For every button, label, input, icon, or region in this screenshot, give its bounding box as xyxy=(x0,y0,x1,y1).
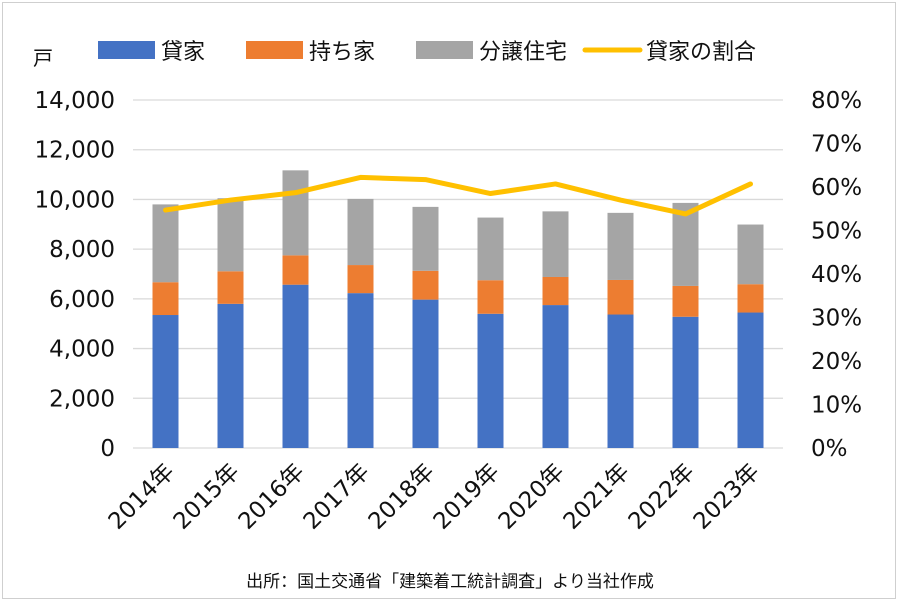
y-tick-label: 4,000 xyxy=(49,337,115,363)
bar-分譲住宅 xyxy=(542,211,569,277)
bar-持ち家 xyxy=(542,276,569,306)
x-tick-label: 2022年 xyxy=(624,459,700,535)
y-tick-label: 10,000 xyxy=(35,187,115,213)
y2-tick-label: 80% xyxy=(811,88,862,114)
bar-持ち家 xyxy=(282,255,309,285)
bar-貸家 xyxy=(217,303,244,448)
bar-貸家 xyxy=(347,293,374,448)
y2-tick-label: 10% xyxy=(811,393,862,419)
y2-tick-label: 40% xyxy=(811,262,862,288)
bar-貸家 xyxy=(282,284,309,448)
bar-分譲住宅 xyxy=(282,170,309,256)
x-tick-label: 2021年 xyxy=(559,459,635,535)
bar-貸家 xyxy=(477,313,504,448)
source-note: 出所：国土交通省「建築着工統計調査」より当社作成 xyxy=(246,572,654,592)
y2-tick-label: 0% xyxy=(811,436,848,462)
ratio-line-path xyxy=(163,174,753,217)
y-tick-label: 2,000 xyxy=(49,386,115,412)
legend-swatch xyxy=(416,41,473,59)
x-tick-label: 2020年 xyxy=(494,459,570,535)
x-tick-label: 2018年 xyxy=(364,459,440,535)
bar-分譲住宅 xyxy=(347,198,374,266)
y-tick-label: 12,000 xyxy=(35,138,115,164)
bar-分譲住宅 xyxy=(672,202,699,286)
ratio-line xyxy=(163,174,753,217)
bar-分譲住宅 xyxy=(737,224,764,285)
bar-持ち家 xyxy=(412,270,439,300)
legend-swatch xyxy=(246,41,303,59)
y-tick-label: 0 xyxy=(100,436,115,462)
bar-持ち家 xyxy=(672,285,699,317)
legend-swatch xyxy=(98,41,155,59)
bar-持ち家 xyxy=(347,265,374,294)
y-axis-right: 0% 10% 20% 30% 40% 50% 60% 70% 80% xyxy=(811,88,862,462)
legend-label: 分譲住宅 xyxy=(479,40,567,65)
y-tick-label: 14,000 xyxy=(35,88,115,114)
y2-tick-label: 70% xyxy=(811,132,862,158)
y-axis-left: 0 2,000 4,000 6,000 8,000 10,000 12,000 14,000 xyxy=(35,88,115,462)
bar-分譲住宅 xyxy=(152,204,179,283)
y-tick-label: 8,000 xyxy=(49,237,115,263)
y-axis-unit: 戸 xyxy=(33,46,53,70)
x-tick-label: 2017年 xyxy=(299,459,375,535)
y2-tick-label: 20% xyxy=(811,349,862,375)
bar-貸家 xyxy=(412,299,439,448)
bar-持ち家 xyxy=(607,279,634,315)
y2-tick-label: 50% xyxy=(811,219,862,245)
bar-持ち家 xyxy=(737,284,764,313)
bar-貸家 xyxy=(152,315,179,448)
bar-貸家 xyxy=(737,312,764,448)
y2-tick-label: 60% xyxy=(811,175,862,201)
x-tick-label: 2023年 xyxy=(689,459,765,535)
bar-分譲住宅 xyxy=(412,206,439,271)
bar-分譲住宅 xyxy=(607,212,634,280)
legend: 貸家 持ち家 分譲住宅 貸家の割合 xyxy=(98,40,756,65)
y-tick-label: 6,000 xyxy=(49,287,115,313)
bar-貸家 xyxy=(607,314,634,448)
bar-貸家 xyxy=(542,305,569,448)
legend-label: 貸家 xyxy=(161,40,205,65)
bar-分譲住宅 xyxy=(477,217,504,281)
bar-分譲住宅 xyxy=(217,198,244,272)
bar-持ち家 xyxy=(152,282,179,316)
legend-label: 貸家の割合 xyxy=(646,40,756,65)
x-tick-label: 2016年 xyxy=(234,459,310,535)
bar-貸家 xyxy=(672,316,699,448)
chart: 02,0004,0006,0008,00010,00012,00014,000 … xyxy=(33,40,862,592)
x-tick-label: 2015年 xyxy=(169,459,245,535)
bar-持ち家 xyxy=(477,280,504,314)
y2-tick-label: 30% xyxy=(811,306,862,332)
legend-label: 持ち家 xyxy=(309,40,375,65)
x-tick-label: 2014年 xyxy=(104,459,180,535)
bars xyxy=(152,170,764,448)
x-axis: 2014年2015年2016年2017年2018年2019年2020年2021年… xyxy=(104,459,765,535)
x-tick-label: 2019年 xyxy=(429,459,505,535)
bar-持ち家 xyxy=(217,271,244,304)
